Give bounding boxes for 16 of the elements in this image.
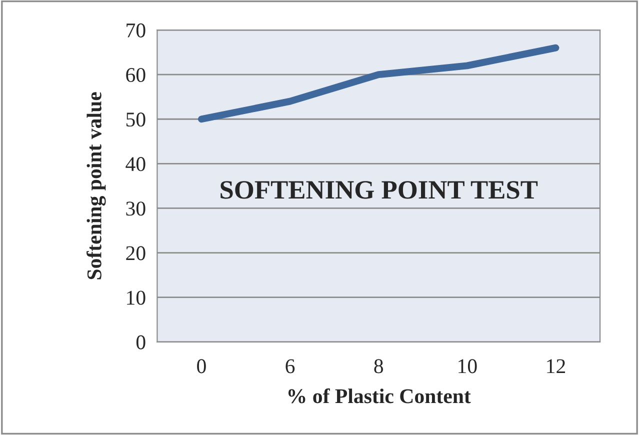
y-tick-label: 0 [136,335,146,350]
text: SOFTENING POINT TEST [220,181,538,199]
x-axis-title: % of Plastic Content [288,388,471,404]
y-tick-label: 20 [126,246,146,260]
y-tick-label: 60 [126,68,146,82]
y-axis-title: Softening point value [86,92,106,280]
x-tick-label: 12 [547,359,566,374]
x-tick-label: 8 [374,359,384,374]
x-tick-label: 6 [286,359,295,374]
x-tick-label: 10 [458,359,477,374]
y-tick-label: 10 [127,290,146,305]
y-tick-label: 30 [126,202,146,216]
y-tick-label: 50 [126,112,146,127]
x-tick-label: 0 [197,359,206,374]
y-tick-label: 40 [126,157,146,172]
y-tick-label: 70 [126,23,146,38]
